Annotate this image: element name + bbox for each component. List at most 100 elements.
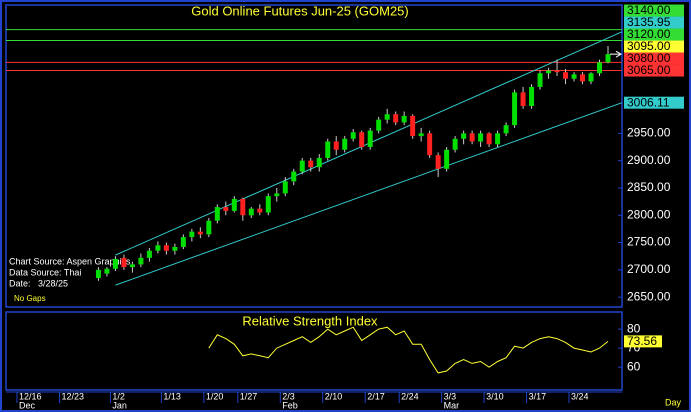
candle-body — [537, 73, 543, 87]
candle-body — [597, 62, 603, 74]
month-label: Feb — [282, 400, 298, 410]
rsi-line — [208, 326, 609, 374]
candle-body — [155, 245, 161, 251]
candle-body — [274, 193, 280, 197]
x-tick-label: 3/3 — [444, 391, 457, 401]
x-tick-label: 3/10 — [486, 391, 504, 401]
last-price-arrow — [610, 50, 622, 58]
candle-body — [112, 258, 118, 269]
candle-body — [95, 269, 101, 279]
price-tag — [624, 4, 684, 17]
candle-body — [350, 132, 356, 139]
candle-body — [325, 141, 331, 158]
candle-body — [291, 171, 297, 182]
note: Chart Source: Aspen Graphics — [9, 256, 131, 266]
gap-note: No Gaps — [14, 294, 46, 303]
candle-body — [206, 220, 212, 235]
chart-title: Gold Online Futures Jun-25 (GOM25) — [191, 3, 408, 18]
price-tag-label: 3135.95 — [627, 15, 671, 29]
x-tick-label: 1/20 — [206, 391, 224, 401]
candle-body — [104, 268, 110, 274]
candle-body — [580, 74, 586, 82]
candle-body — [546, 70, 552, 74]
rsi-tick-label: 60 — [627, 359, 641, 373]
candle-body — [376, 119, 382, 131]
candle-body — [435, 155, 441, 169]
candle-body — [554, 70, 560, 73]
candle-body — [469, 133, 475, 142]
price-tag — [624, 28, 684, 41]
price-tag — [624, 40, 684, 53]
note: Data Source: Thai — [9, 267, 81, 277]
price-panel — [5, 4, 623, 308]
candle-body — [520, 92, 526, 107]
candle-body — [265, 196, 271, 213]
month-label: Mar — [444, 400, 460, 410]
x-tick-label: 2/17 — [367, 391, 385, 401]
y-tick-label: 2950.00 — [627, 126, 671, 140]
month-label: Dec — [19, 400, 36, 410]
candle-body — [563, 72, 569, 79]
rsi-tag — [624, 335, 662, 348]
candle-body — [163, 245, 169, 251]
price-tag — [624, 96, 684, 109]
rsi-tag-label: 73.56 — [627, 334, 657, 348]
price-tag-label: 3140.00 — [627, 3, 671, 17]
candle-body — [503, 125, 509, 134]
x-tick-label: 3/17 — [529, 391, 547, 401]
price-tag-label: 3080.00 — [627, 51, 671, 65]
price-tag — [624, 16, 684, 29]
candle-body — [512, 92, 518, 126]
x-tick-label: 12/23 — [61, 391, 84, 401]
price-tag-label: 3095.00 — [627, 39, 671, 53]
candle-body — [478, 133, 484, 142]
candle-body — [384, 114, 390, 120]
y-tick-label: 2650.00 — [627, 289, 671, 303]
x-axis-label: Day — [665, 397, 682, 407]
candle-body — [231, 198, 237, 211]
candle-body — [223, 207, 229, 211]
candle-body — [571, 74, 577, 79]
month-label: Jan — [112, 400, 127, 410]
candle-body — [308, 160, 314, 168]
candle-body — [359, 132, 365, 147]
candle-body — [427, 133, 433, 156]
x-tick-label: 2/24 — [401, 391, 419, 401]
note: Date: 3/28/25 — [9, 278, 68, 288]
x-tick-label: 1/2 — [112, 391, 125, 401]
candle-body — [393, 114, 399, 123]
candle-body — [461, 133, 467, 139]
candle-body — [121, 257, 127, 268]
candle-body — [588, 73, 594, 82]
candle-body — [342, 138, 348, 150]
candle-body — [180, 237, 186, 247]
candle-body — [146, 250, 152, 258]
y-tick-label: 2800.00 — [627, 207, 671, 221]
x-tick-label: 12/16 — [19, 391, 42, 401]
candle-body — [257, 208, 263, 213]
y-tick-label: 2900.00 — [627, 153, 671, 167]
price-tag-label: 3065.00 — [627, 63, 671, 77]
candle-body — [214, 207, 220, 221]
rsi-panel — [5, 311, 623, 391]
candle-body — [282, 181, 288, 194]
rsi-title: Relative Strength Index — [242, 313, 378, 328]
candle-body — [495, 133, 501, 145]
candle-body — [316, 157, 322, 168]
price-tag — [624, 64, 684, 77]
candle-body — [172, 246, 178, 251]
candle-body — [129, 264, 135, 268]
x-tick-label: 1/13 — [163, 391, 181, 401]
candle-body — [605, 54, 611, 63]
x-tick-label: 2/10 — [325, 391, 343, 401]
price-tag-label: 3006.11 — [627, 95, 670, 109]
candle-body — [240, 198, 246, 216]
candle-body — [486, 133, 492, 145]
candle-body — [401, 115, 407, 123]
candle-body — [367, 130, 373, 147]
candle-body — [189, 231, 195, 238]
y-tick-label: 2700.00 — [627, 262, 671, 276]
candle-body — [248, 208, 254, 216]
